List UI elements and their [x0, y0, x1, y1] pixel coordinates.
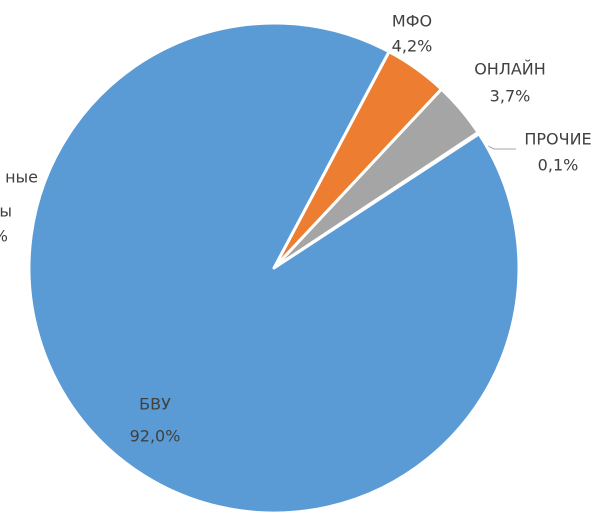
annotation: ы	[0, 202, 12, 221]
slice-label: ПРОЧИЕ	[524, 130, 591, 149]
slice-label: БВУ	[139, 395, 171, 414]
slice-value: 92,0%	[130, 427, 181, 446]
slice-value: 3,7%	[490, 87, 531, 106]
annotation: %	[0, 227, 8, 246]
pie-slice	[27, 21, 521, 513]
annotation: ные	[5, 168, 38, 187]
slice-label: ОНЛАЙН	[474, 60, 546, 79]
slice-value: 0,1%	[538, 156, 579, 175]
slice-value: 4,2%	[392, 37, 433, 56]
slice-label: МФО	[392, 12, 432, 31]
